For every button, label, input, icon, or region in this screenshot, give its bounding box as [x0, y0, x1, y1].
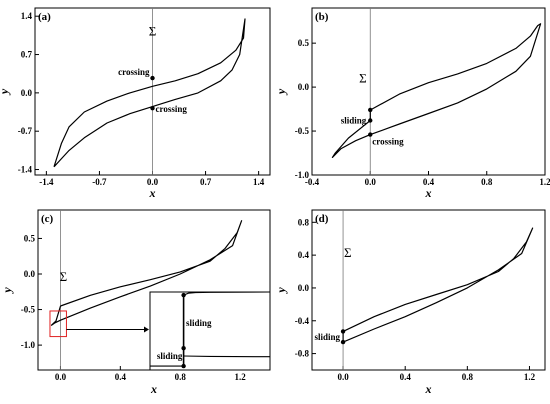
y-tick-label: -0.7: [18, 126, 33, 136]
sigma-label: Σ: [359, 71, 367, 86]
zoom-highlight-box: [49, 310, 67, 338]
x-tick-label: 0.4: [400, 372, 412, 382]
panel-tag: (d): [315, 213, 329, 225]
x-tick-label: -0.4: [305, 177, 320, 187]
y-tick-label: 0.0: [298, 82, 310, 92]
y-tick-label: -0.5: [295, 126, 310, 136]
panel-4: 0.0 0.4 0.8 1.2 -0.8 -0.4 0.0 0.4 0.8 x y Σ (d) slidi…: [274, 209, 546, 396]
y-tick-label: -0.4: [295, 316, 310, 326]
zoom-arrow-head: [144, 326, 149, 333]
x-tick-label: 0.0: [365, 177, 377, 187]
trajectory-curve: [331, 23, 542, 158]
y-tick-label: 0.0: [24, 269, 36, 279]
x-tick-label: 0.4: [423, 177, 435, 187]
y-tick-label: 0.5: [298, 38, 310, 48]
inset-switch-point: [181, 363, 186, 369]
y-tick-label: -0.5: [21, 305, 36, 315]
trajectory-curve: [342, 227, 534, 343]
y-axis-label: y: [274, 287, 288, 295]
switch-point: [368, 118, 373, 123]
inset-annotation: sliding: [157, 351, 183, 361]
trajectory-curve: [50, 220, 243, 326]
point-annotation: crossing: [372, 137, 404, 147]
y-tick-label: -0.8: [295, 349, 310, 359]
x-tick-label: -0.7: [92, 177, 107, 187]
switch-point: [368, 107, 373, 113]
y-tick-label: 0.4: [298, 250, 310, 260]
point-annotation: crossing: [118, 67, 150, 77]
switch-point: [368, 132, 373, 137]
panel-2: -0.4 0.0 0.4 0.8 1.2 -1.0 -0.5 0.0 0.5 x y Σ (b) slid…: [274, 7, 550, 200]
x-axis-label: x: [425, 382, 432, 396]
panel-tag: (b): [315, 11, 329, 23]
y-axis-label: y: [0, 88, 11, 96]
x-tick-label: 0.0: [337, 372, 349, 382]
x-axis-label: x: [425, 186, 432, 200]
y-tick-label: 0.0: [298, 283, 310, 293]
x-tick-label: 0.8: [481, 177, 493, 187]
y-axis-label: y: [274, 88, 288, 96]
switch-point: [340, 339, 346, 345]
plot-frame: [311, 7, 546, 176]
panel-tag: (a): [38, 11, 51, 23]
point-annotation: sliding: [341, 116, 367, 126]
inset-lower-curve: [183, 355, 271, 358]
panel-3: 0.0 0.4 0.8 1.2-1.0-0.50.00.5xyΣ(c)slidings…: [0, 209, 271, 396]
sigma-label: Σ: [60, 269, 68, 284]
plot-frame: [311, 209, 546, 371]
panel-tag: (c): [41, 213, 54, 225]
y-tick-label: 0.7: [21, 50, 33, 60]
y-axis-label: y: [0, 287, 14, 295]
inset-annotation: sliding: [186, 318, 212, 328]
inset-switch-point: [181, 292, 186, 298]
inset-upper-curve: [183, 291, 271, 296]
y-tick-label: 0.5: [24, 233, 36, 243]
x-tick-label: 0.8: [462, 372, 474, 382]
y-tick-label: -1.4: [18, 165, 33, 175]
x-tick-label: 0.4: [115, 372, 127, 382]
y-tick-label: -1.0: [295, 170, 310, 180]
x-tick-label: 1.2: [539, 177, 550, 187]
sigma-label: Σ: [344, 245, 352, 260]
x-tick-label: 1.4: [253, 177, 265, 187]
switch-point: [150, 75, 155, 81]
point-annotation: sliding: [315, 332, 341, 342]
y-tick-label: 0.0: [21, 88, 33, 98]
x-tick-label: 0.7: [200, 177, 212, 187]
x-axis-label: x: [149, 186, 156, 200]
inset-switch-point: [181, 345, 186, 351]
zoom-inset: sliding sliding: [149, 291, 271, 371]
x-tick-label: 1.2: [234, 372, 246, 382]
switch-point: [150, 106, 155, 111]
x-tick-label: 0.0: [55, 372, 67, 382]
y-tick-label: 1.4: [21, 11, 33, 21]
trajectory-curve: [53, 18, 246, 168]
x-tick-label: 0.8: [175, 372, 187, 382]
point-annotation: crossing: [156, 104, 188, 114]
panel-1: -1.4 -0.7 0.0 0.7 1.4 -1.4 -0.7 0.0 0.7 1.4 x y Σ (a)…: [0, 7, 271, 200]
x-tick-label: -1.4: [39, 177, 54, 187]
x-tick-label: 0.0: [147, 177, 159, 187]
sigma-label: Σ: [149, 23, 157, 38]
switch-point: [340, 329, 346, 334]
y-tick-label: 0.8: [298, 217, 310, 227]
x-axis-label: x: [150, 382, 157, 396]
y-tick-label: -1.0: [21, 340, 36, 350]
x-tick-label: 1.2: [524, 372, 536, 382]
